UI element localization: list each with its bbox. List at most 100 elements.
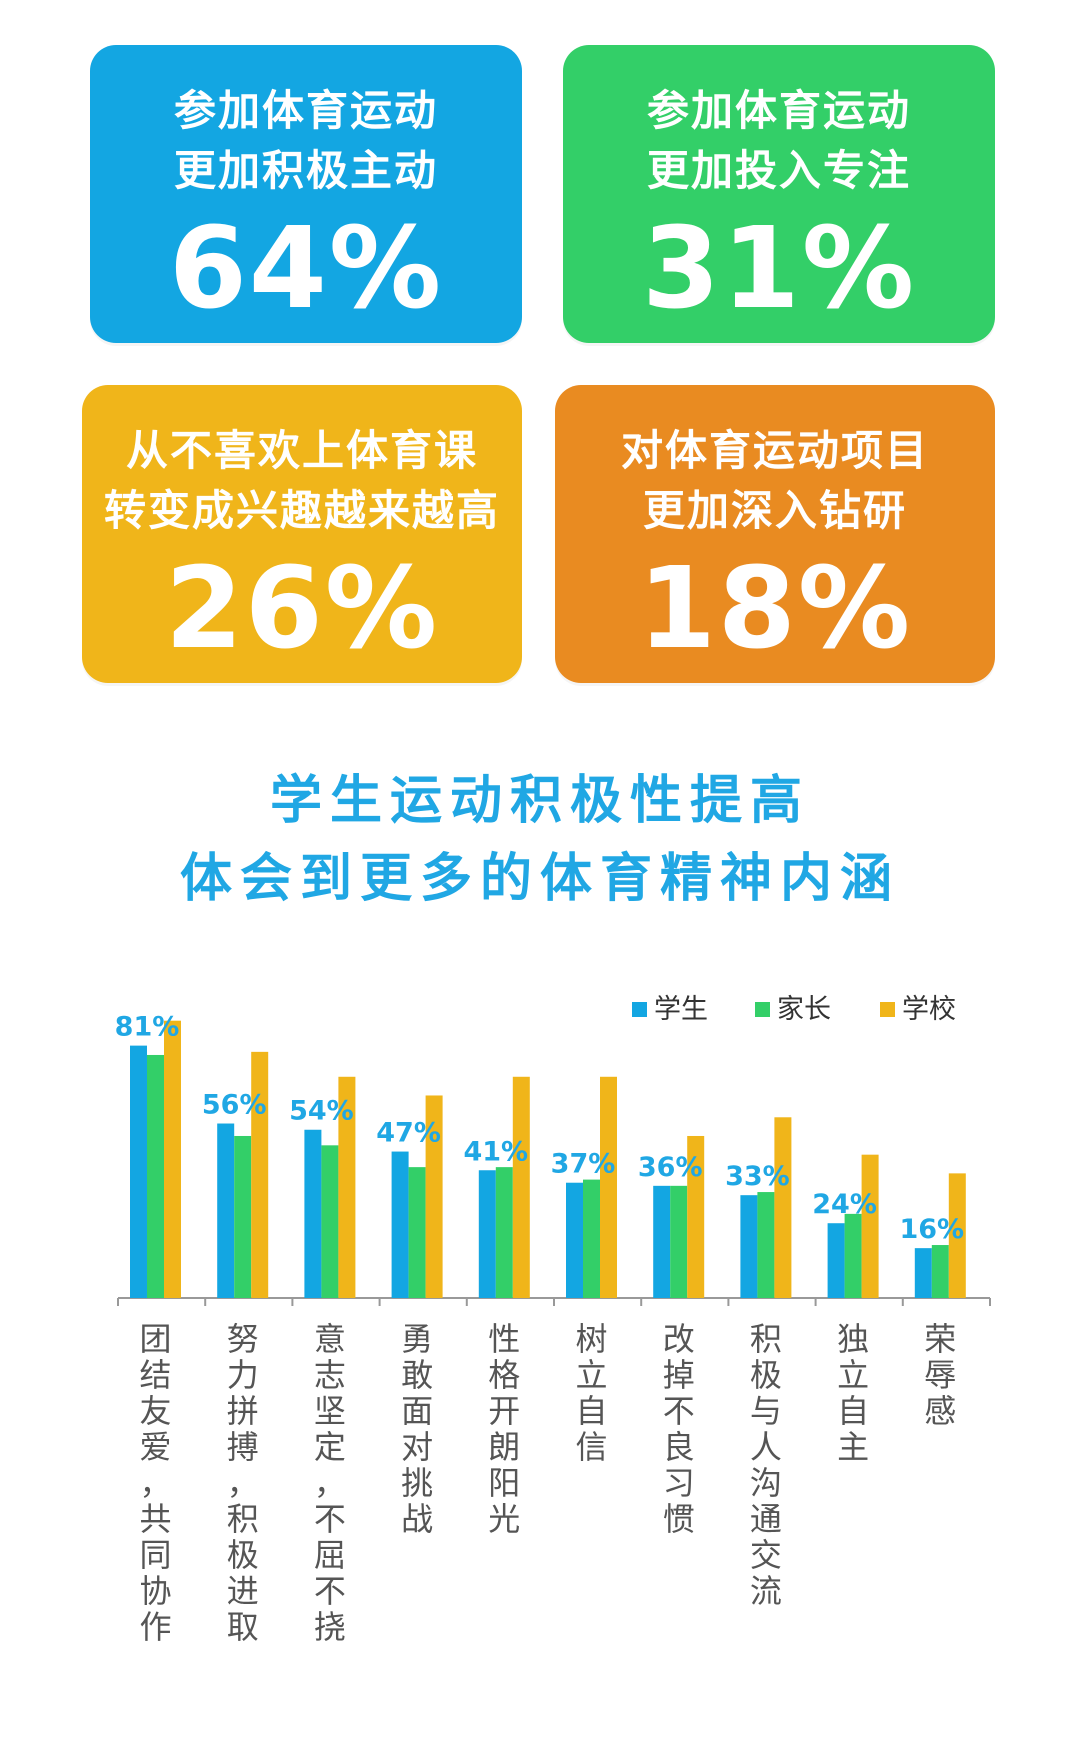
category-label-2-char: 拼 [227,1392,259,1430]
category-label-10-char: 荣 [924,1320,956,1358]
category-label-4-char: 对 [401,1428,433,1466]
legend-label-学生: 学生 [654,994,708,1025]
category-label-8-char: 积 [750,1320,782,1358]
category-label-4-char: 面 [401,1392,433,1430]
category-label-2-char: 搏 [227,1428,259,1466]
category-label-3-char: 挠 [314,1608,346,1646]
category-label-8-char: 通 [750,1500,782,1538]
bar-学校-1 [164,1020,181,1298]
category-label-3-char: 意 [314,1320,346,1358]
bar-学校-8 [774,1117,792,1298]
category-label-1-char: 爱 [139,1428,171,1466]
bar-家长-6 [583,1179,600,1298]
category-label-1-char: 团 [139,1320,171,1358]
legend-label-学校: 学校 [902,994,956,1025]
category-label-3-char: 屈 [314,1536,346,1574]
section-title-line-1: 学生运动积极性提高 [269,771,810,831]
stat-card-3: 从不喜欢上体育课 转变成兴趣越来越高 26% [82,385,522,683]
card-line-2: 更加投入专注 [646,146,911,195]
category-label-9-char: 独 [837,1320,869,1358]
value-label-10: 16% [899,1214,964,1245]
category-label-5-char: 性 [488,1320,520,1358]
category-label-2-char: 努 [227,1320,259,1358]
bar-家长-4 [408,1167,426,1298]
category-label-8-char: 沟 [750,1464,782,1502]
category-label-4-char: 战 [401,1500,433,1538]
value-label-5: 41% [463,1136,528,1167]
category-label-1-char: ， [139,1464,171,1502]
stat-card-1: 参加体育运动 更加积极主动 64% [90,45,522,343]
bar-家长-9 [844,1213,862,1298]
category-label-3-char: 定 [314,1428,346,1466]
legend-label-家长: 家长 [777,994,831,1025]
category-label-9-char: 自 [837,1392,869,1430]
stat-card-2: 参加体育运动 更加投入专注 31% [563,45,995,343]
legend-swatch-学生 [632,1002,647,1017]
bar-家长-7 [670,1185,688,1298]
card-line-1: 从不喜欢上体育课 [125,426,478,475]
category-label-2-char: 积 [227,1500,259,1538]
category-label-5-char: 格 [488,1356,520,1394]
bar-学生-1 [130,1045,147,1298]
bar-学校-5 [512,1076,530,1298]
category-label-9-char: 主 [837,1428,869,1466]
category-label-5-char: 阳 [488,1464,520,1502]
category-label-2-char: 力 [227,1356,259,1394]
card-line-2: 更加深入钻研 [642,486,907,535]
category-label-8-char: 极 [750,1356,782,1394]
bar-学生-5 [478,1170,496,1298]
category-label-2-char: 取 [227,1608,259,1646]
category-label-4-char: 挑 [401,1464,433,1502]
category-label-7-char: 掉 [663,1356,695,1394]
category-label-5-char: 朗 [488,1428,520,1466]
category-label-4-char: 敢 [401,1356,433,1394]
category-label-10-char: 辱 [924,1356,956,1394]
bar-学校-7 [687,1135,705,1298]
category-label-8-char: 流 [750,1572,782,1610]
value-label-4: 47% [376,1118,441,1149]
category-label-3-char: ， [314,1464,346,1502]
category-label-3-char: 志 [314,1356,346,1394]
bar-家长-8 [757,1192,775,1298]
value-label-6: 37% [551,1149,616,1180]
bar-学生-8 [740,1195,758,1298]
category-label-3-char: 坚 [314,1392,346,1430]
category-label-5-char: 光 [488,1500,520,1538]
category-label-3-char: 不 [314,1500,346,1538]
category-label-7-char: 改 [663,1320,695,1358]
category-label-1-char: 同 [139,1536,171,1574]
category-label-1-char: 友 [139,1392,171,1430]
bar-家长-1 [147,1054,164,1298]
bar-学校-10 [948,1173,966,1298]
bar-学生-4 [391,1151,409,1298]
category-label-1-char: 结 [139,1356,171,1394]
stat-card-4: 对体育运动项目 更加深入钻研 18% [555,385,995,683]
card-line-2: 转变成兴趣越来越高 [103,486,500,535]
value-label-3: 54% [289,1096,354,1127]
category-label-1-char: 作 [139,1608,171,1646]
category-label-9-char: 立 [837,1356,869,1394]
card-value: 18% [637,544,913,674]
bar-家长-5 [495,1167,513,1298]
bar-家长-3 [321,1145,339,1298]
card-value: 26% [164,544,440,674]
category-label-10-char: 感 [924,1392,956,1430]
category-label-8-char: 人 [750,1428,782,1466]
card-line-1: 参加体育运动 [173,86,438,135]
category-label-5-char: 开 [488,1392,520,1430]
bar-学生-7 [653,1185,671,1298]
category-label-4-char: 勇 [401,1320,433,1358]
category-label-8-char: 交 [750,1536,782,1574]
bar-chart: 81%团结友爱，共同协作56%努力拼搏，积极进取54%意志坚定，不屈不挠47%勇… [115,994,991,1646]
bar-学生-10 [914,1248,932,1298]
bar-家长-2 [234,1135,252,1298]
card-line-1: 参加体育运动 [646,86,911,135]
value-label-9: 24% [812,1189,877,1220]
category-label-1-char: 协 [139,1572,171,1610]
category-label-7-char: 习 [663,1464,695,1502]
bar-学校-4 [425,1095,443,1298]
category-label-7-char: 惯 [663,1500,695,1538]
category-label-6-char: 树 [575,1320,607,1358]
card-value: 31% [641,204,917,334]
bar-学校-3 [338,1076,356,1298]
